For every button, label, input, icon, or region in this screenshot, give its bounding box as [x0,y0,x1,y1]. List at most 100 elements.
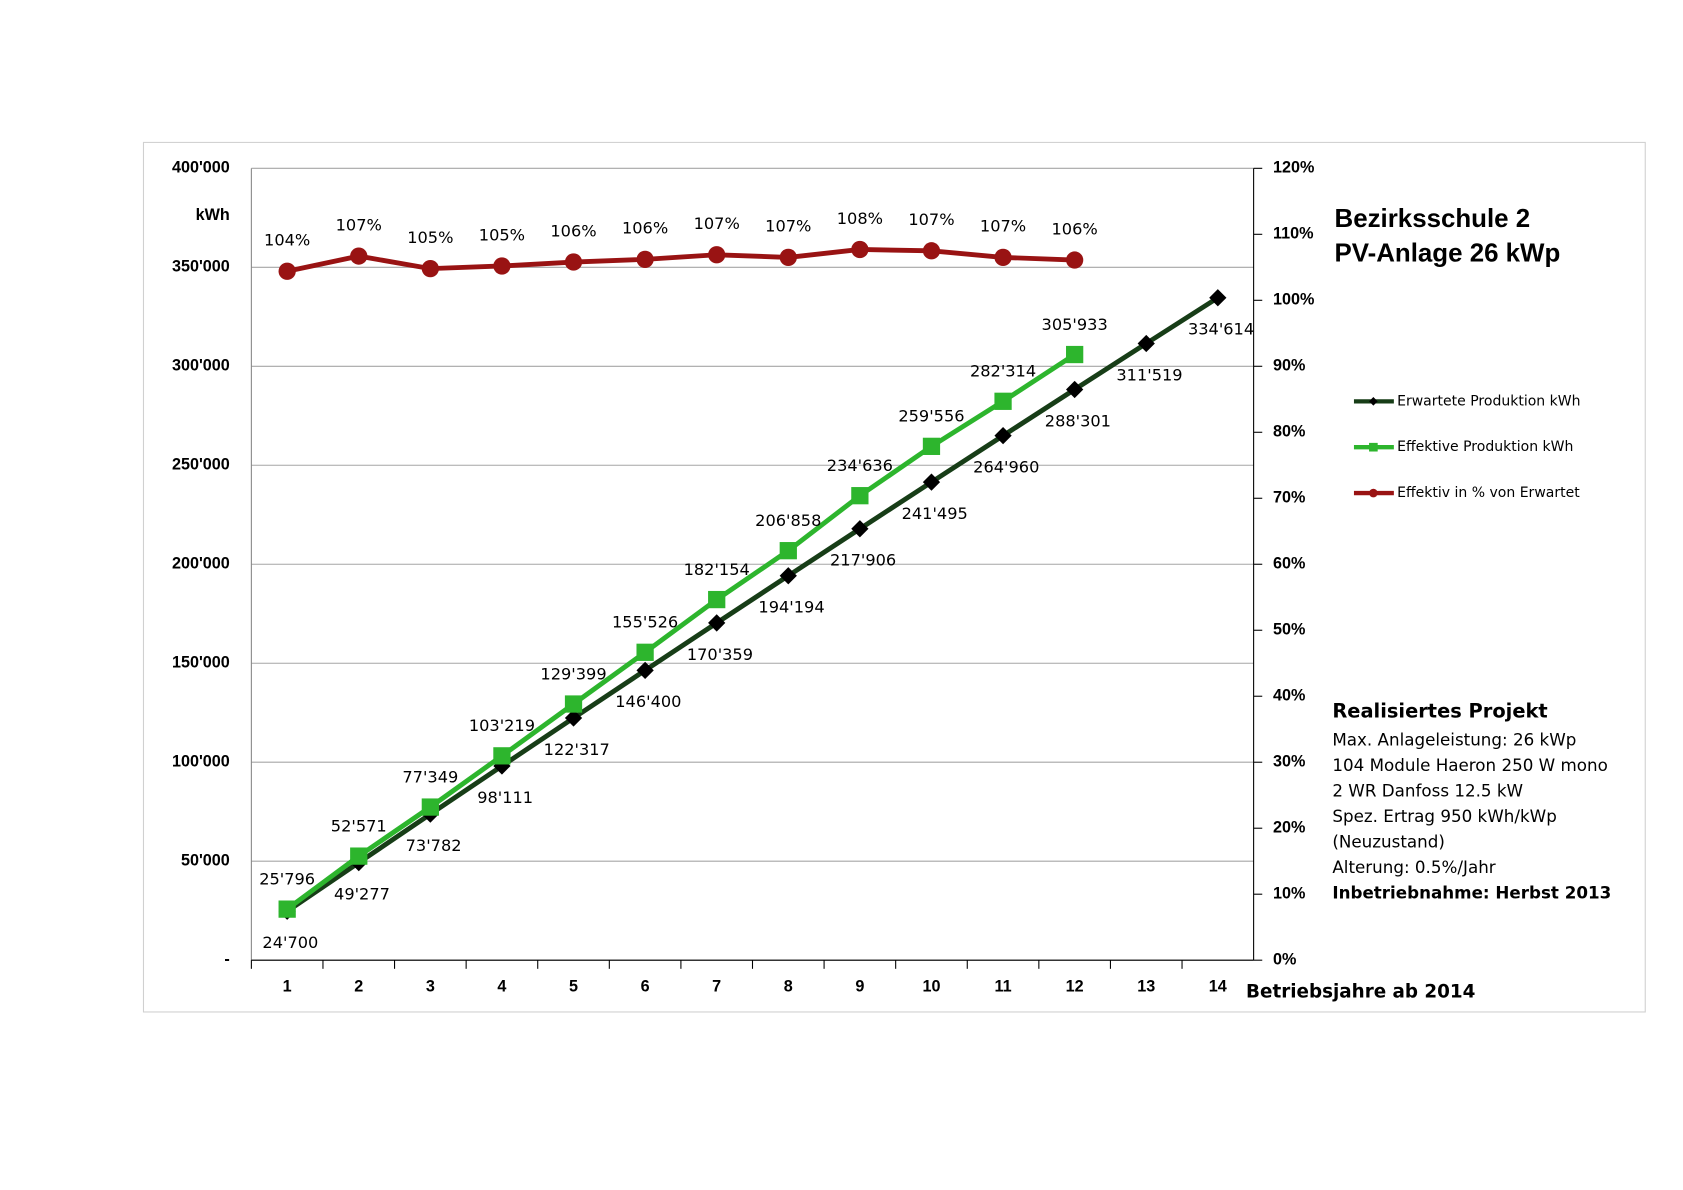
legend-marker [1369,397,1378,406]
y2-tick-label: 40% [1273,687,1305,705]
value-label: 103'219 [469,716,535,735]
value-label: 264'960 [973,458,1039,477]
x-tick-label: 9 [855,977,864,995]
x-tick-label: 2 [354,977,363,995]
marker [851,487,869,505]
y2-tick-label: 90% [1273,357,1305,375]
value-label: 108% [837,209,883,228]
marker [994,392,1012,410]
x-tick-label: 12 [1066,977,1084,995]
y-tick-label: 200'000 [172,555,230,573]
marker [779,542,797,560]
project-line: Alterung: 0.5%/Jahr [1332,857,1495,877]
project-line: 2 WR Danfoss 12.5 kW [1332,781,1523,801]
marker [1137,334,1155,353]
marker [1066,251,1084,269]
series-line [285,352,1076,912]
y2-tick-label: 120% [1273,159,1314,177]
marker [1066,380,1084,399]
y-tick-label: 300'000 [172,357,230,375]
marker [1209,289,1227,307]
y2-tick-label: 60% [1273,555,1305,573]
x-tick-label: 14 [1209,977,1227,995]
y2-tick-label: 10% [1273,884,1305,902]
project-heading: Realisiertes Projekt [1332,700,1547,723]
marker [421,798,439,816]
series-line [286,247,1075,274]
marker [708,246,726,264]
y-tick-label: 250'000 [172,456,230,474]
chart-title: PV-Anlage 26 kWp [1335,239,1561,267]
value-label: 206'858 [755,511,821,530]
marker [994,427,1012,445]
value-label: 259'556 [898,407,964,426]
x-tick-label: 3 [426,977,435,995]
x-tick-label: 13 [1137,977,1155,995]
marker [708,614,726,632]
value-label: 106% [1052,219,1098,238]
series-line [285,295,1220,914]
marker [493,747,511,765]
y2-tick-label: 70% [1273,489,1305,507]
value-label: 107% [980,217,1026,236]
marker [278,262,296,280]
value-label: 288'301 [1045,411,1111,430]
value-label: 146'400 [615,692,681,711]
marker [636,643,654,661]
x-axis-label: Betriebsjahre ab 2014 [1246,982,1475,1003]
y2-tick-label: 20% [1273,818,1305,836]
marker [350,847,368,865]
value-label: 107% [908,210,954,229]
y-tick-label: 350'000 [172,258,230,276]
marker [851,240,869,259]
y2-tick-label: 80% [1273,423,1305,441]
project-line: (Neuzustand) [1332,832,1445,852]
marker [922,242,941,260]
marker [278,900,296,918]
value-label: 107% [336,215,382,234]
marker [564,695,583,713]
legend-marker [1369,488,1378,498]
value-label: 170'359 [687,645,753,664]
project-line: Inbetriebnahme: Herbst 2013 [1332,882,1611,902]
marker [636,250,654,269]
y2-tick-label: 110% [1273,225,1313,243]
y2-tick-label: 50% [1273,621,1305,639]
y-tick-label: 150'000 [172,654,230,672]
x-tick-label: 11 [995,977,1012,995]
marker [421,259,439,278]
marker [779,248,797,267]
y2-tick-label: 30% [1273,753,1305,771]
value-label: 107% [694,214,740,233]
legend-label: Effektive Produktion kWh [1397,439,1573,455]
chart-frame [142,141,1646,1013]
value-label: 98'111 [477,788,533,807]
value-label: 334'614 [1188,320,1254,339]
value-label: 182'154 [684,560,750,579]
marker [994,248,1012,267]
marker [564,709,583,727]
marker [922,437,941,455]
value-label: 107% [765,217,811,236]
x-tick-label: 5 [569,977,578,995]
chart-title: Bezirksschule 2 [1335,205,1531,233]
value-label: 241'495 [902,504,968,523]
y-axis-label: kWh [196,206,230,224]
value-label: 234'636 [827,456,893,475]
marker [922,473,941,491]
y-tick-label: 400'000 [172,159,230,177]
y-tick-label: - [224,950,229,968]
value-label: 106% [622,219,668,238]
y2-tick-label: 0% [1273,950,1296,968]
marker [564,253,583,271]
x-tick-label: 1 [283,977,292,995]
x-tick-label: 4 [497,977,506,995]
legend-label: Effektiv in % von Erwartet [1397,485,1580,501]
project-line: Spez. Ertrag 950 kWh/kWp [1332,806,1556,826]
marker [1066,345,1084,364]
legend-label: Erwartete Produktion kWh [1397,393,1580,409]
y-tick-label: 100'000 [172,753,230,771]
value-label: 194'194 [758,598,824,617]
x-tick-label: 7 [712,977,721,995]
